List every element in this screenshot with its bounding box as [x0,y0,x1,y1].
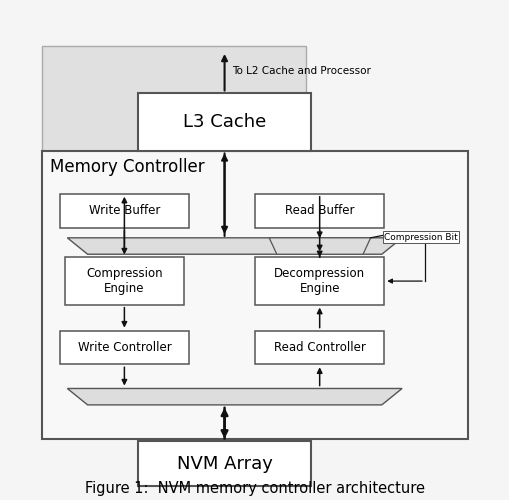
Text: Decompression
Engine: Decompression Engine [273,267,364,295]
Text: Figure 1:  NVM memory controller architecture: Figure 1: NVM memory controller architec… [85,481,424,496]
Text: Compression
Engine: Compression Engine [86,267,162,295]
Text: Memory Controller: Memory Controller [49,158,204,176]
Bar [254,258,384,304]
Bar [60,194,189,228]
Text: L3 Cache: L3 Cache [183,113,266,131]
Text: Write Buffer: Write Buffer [89,204,160,217]
Text: To L2 Cache and Processor: To L2 Cache and Processor [232,66,371,76]
Bar [65,258,184,304]
Bar [138,94,310,150]
Text: Compression Bit: Compression Bit [384,232,457,241]
Polygon shape [269,238,370,254]
Bar [42,46,305,210]
Text: Read Controller: Read Controller [273,341,365,354]
Text: NVM Array: NVM Array [176,455,272,473]
Bar [60,330,189,364]
Text: Read Buffer: Read Buffer [285,204,354,217]
Bar [42,150,467,439]
Bar [254,330,384,364]
Bar [138,442,310,486]
Polygon shape [67,238,401,254]
Text: Write Controller: Write Controller [77,341,171,354]
Polygon shape [67,388,401,405]
Bar [254,194,384,228]
